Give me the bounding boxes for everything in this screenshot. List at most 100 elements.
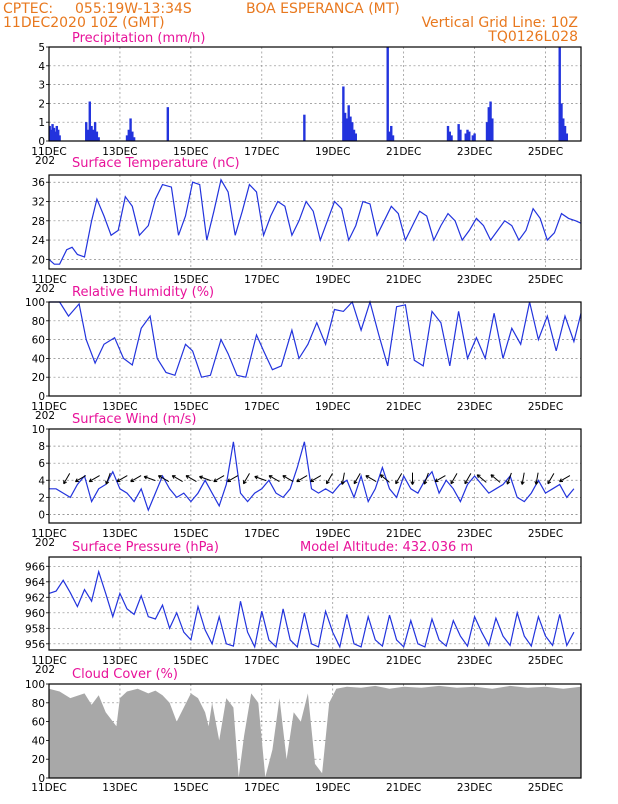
- x-tick-label: 13DEC: [102, 274, 137, 286]
- x-tick-label: 15DEC: [173, 528, 208, 540]
- precip-bar: [390, 125, 393, 141]
- x-tick-label: 15DEC: [173, 401, 208, 413]
- year-fragment: 202: [35, 664, 55, 676]
- precip-bar: [52, 127, 56, 141]
- precip-bar: [54, 131, 57, 141]
- wind-arrow: [130, 475, 142, 483]
- x-tick-label: 23DEC: [457, 782, 492, 794]
- precip-bar: [55, 125, 59, 141]
- wind-arrow: [171, 475, 183, 483]
- precip-bar: [351, 122, 354, 141]
- y-tick-label: 956: [25, 639, 45, 651]
- x-tick-label: 13DEC: [102, 782, 137, 794]
- y-tick-label: 5: [38, 42, 45, 54]
- wind-arrow: [490, 474, 501, 483]
- x-tick-label: 11DEC: [31, 146, 66, 158]
- series-line: [49, 441, 575, 512]
- precip-bar: [347, 105, 350, 141]
- header-label: CPTEC:: [3, 1, 53, 17]
- x-tick-label: 17DEC: [244, 782, 279, 794]
- series-line: [49, 299, 582, 378]
- y-tick-label: 0: [38, 509, 45, 521]
- panel-4: 956 958 960 962 964 966 Surface Pressure (hPa)…: [25, 540, 582, 676]
- wind-arrow: [520, 472, 525, 485]
- x-tick-label: 15DEC: [173, 655, 208, 667]
- header-run: 11DEC2020 10Z (GMT): [3, 15, 165, 31]
- wind-arrow: [450, 473, 458, 485]
- wind-arrow: [116, 475, 128, 483]
- wind-arrow: [310, 475, 322, 483]
- x-tick-label: 23DEC: [457, 528, 492, 540]
- y-tick-label: 0: [38, 136, 45, 148]
- wind-arrow: [143, 475, 156, 482]
- precip-bar: [57, 129, 60, 141]
- wind-arrow: [213, 475, 225, 483]
- precip-bar: [457, 124, 460, 141]
- y-tick-label: 966: [25, 561, 45, 573]
- panel-title: Cloud Cover (%): [72, 667, 178, 682]
- x-tick-label: 17DEC: [244, 655, 279, 667]
- y-tick-label: 100: [25, 297, 45, 309]
- series-line: [48, 569, 575, 649]
- precip-bar: [343, 112, 347, 141]
- panel-title: Precipitation (mm/h): [72, 31, 205, 46]
- x-tick-label: 11DEC: [31, 274, 66, 286]
- precip-bar: [86, 129, 90, 141]
- cloud-area: [49, 685, 581, 778]
- x-tick-label: 19DEC: [315, 782, 350, 794]
- x-tick-label: 19DEC: [315, 274, 350, 286]
- panel-1: 20 24 28 32 36 Surface Temperature (nC) 11DEC 1…: [31, 156, 582, 295]
- y-tick-label: 20: [32, 372, 45, 384]
- y-tick-label: 80: [32, 316, 45, 328]
- y-tick-label: 80: [32, 698, 45, 710]
- precip-bar: [349, 116, 352, 141]
- year-fragment: 202: [35, 410, 55, 422]
- precip-bar: [95, 131, 99, 141]
- x-tick-label: 11DEC: [31, 528, 66, 540]
- panel-frame: [48, 428, 582, 524]
- wind-arrow: [434, 475, 446, 483]
- x-tick-label: 13DEC: [102, 401, 137, 413]
- panel-frame: [48, 683, 582, 779]
- y-tick-label: 24: [32, 235, 46, 247]
- panel-title: Relative Humidity (%): [72, 285, 214, 300]
- y-tick-label: 0: [38, 773, 45, 785]
- precip-bar: [468, 131, 471, 141]
- y-tick-label: 1: [38, 117, 45, 129]
- panel-5: 0 20 40 60 80 100 Cloud Cover (%) 11DEC 13DEC 15D…: [25, 667, 582, 794]
- y-tick-label: 10: [32, 424, 45, 436]
- x-tick-label: 17DEC: [244, 146, 279, 158]
- precip-bar: [354, 133, 357, 141]
- y-tick-label: 6: [38, 458, 45, 470]
- x-tick-label: 25DEC: [528, 528, 563, 540]
- x-tick-label: 17DEC: [244, 528, 279, 540]
- precip-bar: [388, 131, 391, 141]
- panel-2: 0 20 40 60 80 100 Relative Humidity (%) 11DEC 13…: [25, 285, 582, 422]
- x-tick-label: 21DEC: [386, 401, 421, 413]
- wind-arrow: [464, 473, 472, 485]
- y-tick-label: 100: [25, 679, 45, 691]
- precip-bar: [125, 135, 129, 141]
- wind-arrow: [379, 474, 390, 483]
- precip-bar: [58, 135, 61, 141]
- y-tick-label: 964: [25, 577, 45, 589]
- x-tick-label: 23DEC: [457, 401, 492, 413]
- wind-arrow: [326, 473, 333, 485]
- wind-arrow: [74, 475, 87, 483]
- x-tick-label: 25DEC: [528, 782, 563, 794]
- x-tick-label: 21DEC: [386, 528, 421, 540]
- wind-arrow: [254, 475, 267, 482]
- precip-bar: [352, 129, 356, 141]
- y-tick-label: 40: [32, 735, 45, 747]
- precip-bar: [560, 103, 563, 141]
- y-tick-label: 2: [38, 98, 45, 110]
- precip-bar: [342, 86, 345, 141]
- precip-bar: [129, 118, 132, 141]
- precip-bar: [473, 133, 476, 141]
- wind-arrow: [105, 472, 111, 485]
- y-tick-label: 40: [32, 353, 45, 365]
- precip-bar: [85, 122, 88, 141]
- x-tick-label: 19DEC: [315, 401, 350, 413]
- x-tick-label: 13DEC: [102, 655, 137, 667]
- precip-bar: [51, 124, 54, 141]
